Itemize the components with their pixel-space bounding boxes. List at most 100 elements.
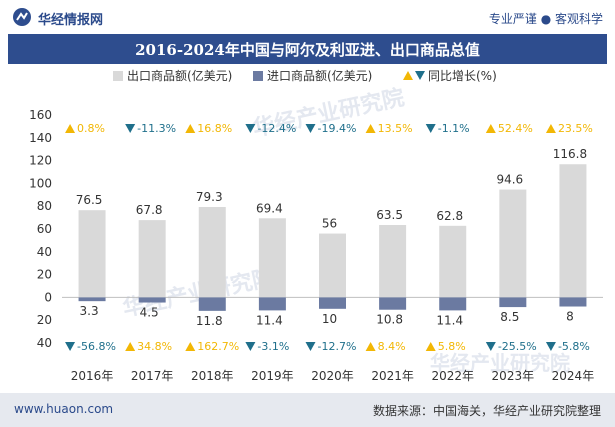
growth-up-triangle-icon [65,124,76,133]
import-bar [78,297,106,302]
x-tick-label: 2019年 [251,369,294,383]
import-value-label: 11.4 [256,313,283,327]
growth-up-triangle-icon [125,342,136,351]
legend-label-growth: 同比增长(%) [428,69,497,83]
chart-title: 2016-2024年中国与阿尔及利亚进、出口商品总值 [135,41,480,59]
growth-label: -25.5% [498,340,537,353]
y-tick-label: 40 [37,336,52,350]
growth-up-triangle-icon [185,124,196,133]
x-tick-label: 2018年 [191,369,234,383]
export-bar [198,206,226,298]
export-value-label: 116.8 [553,147,587,161]
x-tick-label: 2017年 [131,369,174,383]
export-bar [439,225,467,298]
growth-label: -5.8% [558,340,590,353]
growth-down-triangle-icon [245,342,256,351]
y-tick-label: 20 [37,313,52,327]
legend-swatch-export [113,71,123,81]
import-bar [198,297,226,311]
growth-label: 52.4% [498,122,533,135]
tagline: 专业严谨 ● 客观科学 [488,12,603,26]
import-value-label: 8.5 [500,310,519,324]
x-tick-label: 2020年 [311,369,354,383]
import-bar [138,297,166,303]
import-value-label: 8 [566,310,574,324]
growth-label: -3.1% [257,340,289,353]
x-tick-label: 2024年 [552,369,595,383]
growth-down-triangle-icon [545,342,556,351]
import-bar [258,297,286,311]
x-tick-label: 2022年 [431,369,474,383]
y-tick-label: 20 [37,268,52,282]
legend-up-triangle-icon [403,71,413,80]
import-bar [499,297,527,308]
growth-up-triangle-icon [425,342,436,351]
growth-down-triangle-icon [65,342,76,351]
growth-label: 34.8% [137,340,172,353]
growth-up-triangle-icon [185,342,196,351]
y-tick-label: 80 [37,199,52,213]
growth-label: -19.4% [318,122,357,135]
growth-label: -1.1% [438,122,470,135]
growth-down-triangle-icon [305,342,316,351]
growth-label: 8.4% [378,340,406,353]
import-bar [559,297,587,307]
y-tick-label: 120 [29,154,52,168]
export-value-label: 67.8 [136,203,163,217]
y-tick-label: 0 [44,290,52,304]
growth-label: -11.3% [137,122,176,135]
export-bar [499,189,527,298]
growth-label: 5.8% [438,340,466,353]
x-tick-label: 2023年 [492,369,535,383]
footer-bar: www.huaon.com 数据来源：中国海关，华经产业研究院整理 [0,393,615,427]
growth-down-triangle-icon [425,124,436,133]
header-bar: 华经情报网 专业严谨 ● 客观科学 [0,0,615,34]
logo-icon [13,8,31,26]
website-link[interactable]: www.huaon.com [14,402,114,416]
x-tick-label: 2021年 [371,369,414,383]
growth-down-triangle-icon [305,124,316,133]
growth-label: -56.8% [77,340,116,353]
export-value-label: 69.4 [256,201,283,215]
import-bar [439,297,467,311]
export-bar [559,164,587,298]
export-value-label: 94.6 [496,173,523,187]
growth-down-triangle-icon [125,124,136,133]
import-value-label: 10.8 [376,313,403,327]
x-tick-label: 2016年 [71,369,114,383]
y-tick-label: 40 [37,245,52,259]
export-bar [78,210,106,298]
growth-down-triangle-icon [245,124,256,133]
export-value-label: 79.3 [196,190,223,204]
growth-up-triangle-icon [545,124,556,133]
legend-swatch-import [253,71,263,81]
growth-label: 162.7% [197,340,239,353]
export-value-label: 56 [322,217,337,231]
legend-label-import: 进口商品额(亿美元) [267,68,372,83]
export-bar [379,225,407,298]
brand-name: 华经情报网 [38,13,104,28]
export-bar [319,233,346,298]
y-tick-label: 60 [37,222,52,236]
growth-label: 0.8% [77,122,105,135]
legend-down-triangle-icon [415,71,425,80]
legend-label-export: 出口商品额(亿美元) [127,68,232,83]
growth-label: 16.8% [197,122,232,135]
y-tick-label: 140 [29,131,52,145]
import-value-label: 3.3 [80,304,99,318]
import-value-label: 11.4 [436,313,463,327]
export-bar [138,220,166,298]
import-bar [379,297,407,310]
watermark-text: 华经产业研究院 [430,351,570,375]
import-value-label: 11.8 [196,314,223,328]
growth-label: -12.4% [257,122,296,135]
export-value-label: 76.5 [76,193,103,207]
growth-up-triangle-icon [485,124,496,133]
export-bar [258,218,286,298]
growth-up-triangle-icon [365,342,376,351]
growth-label: 13.5% [378,122,413,135]
import-value-label: 4.5 [140,306,159,320]
growth-up-triangle-icon [365,124,376,133]
title-bar: 2016-2024年中国与阿尔及利亚进、出口商品总值 [8,34,607,64]
